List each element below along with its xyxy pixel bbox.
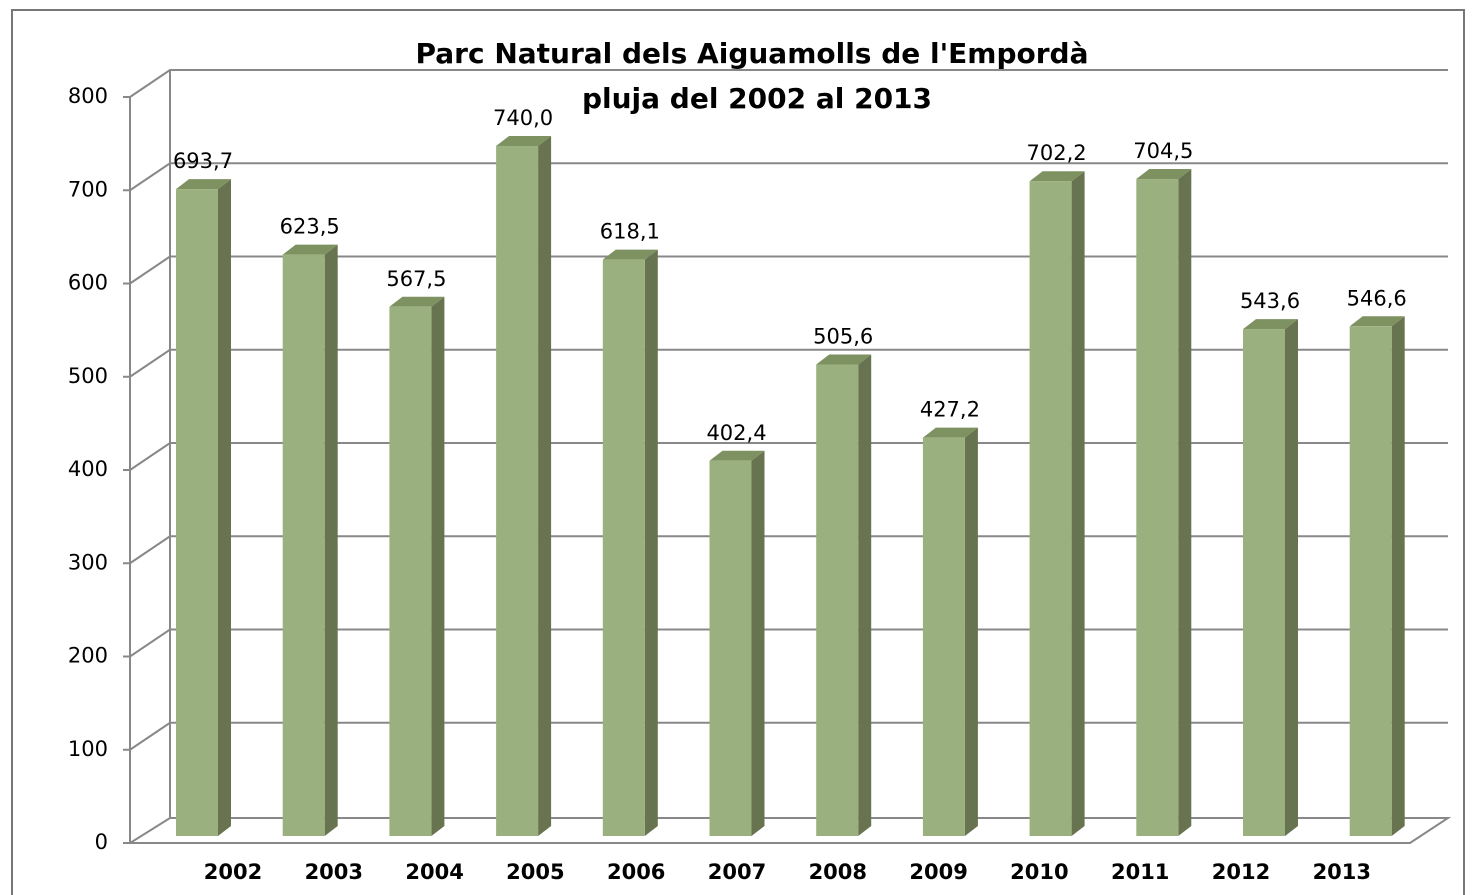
bar-side	[1391, 316, 1405, 836]
bar-top	[1243, 319, 1298, 330]
bar	[176, 179, 231, 836]
y-tick-label: 700	[68, 177, 108, 201]
y-tick-label: 200	[68, 644, 108, 668]
chart-title: Parc Natural dels Aiguamolls de l'Empord…	[416, 37, 1089, 70]
y-tick-label: 400	[68, 457, 108, 481]
bar-side	[858, 354, 872, 836]
bar-front	[602, 259, 645, 836]
x-tick-label: 2013	[1313, 860, 1371, 884]
y-tick-label: 600	[68, 271, 108, 295]
bar	[282, 244, 338, 836]
value-label: 740,0	[493, 106, 553, 130]
bar	[1349, 316, 1405, 836]
bar-front	[1349, 326, 1392, 836]
bar-front	[389, 306, 432, 836]
bar-side	[431, 296, 445, 836]
x-tick-label: 2006	[607, 860, 665, 884]
bar	[922, 427, 978, 836]
bar-side	[644, 249, 658, 836]
bar	[709, 450, 765, 836]
grid-line	[129, 721, 1448, 751]
bar-front	[176, 189, 218, 836]
y-tick-label: 300	[68, 550, 108, 574]
bar-top	[709, 450, 765, 461]
value-label: 543,6	[1240, 289, 1300, 313]
grid-line	[129, 162, 1448, 192]
bar	[1136, 169, 1192, 836]
grid-line	[129, 442, 1448, 471]
x-tick-label: 2002	[204, 860, 262, 884]
bar-top	[922, 427, 978, 438]
value-label: 505,6	[813, 325, 873, 349]
bar-top	[282, 244, 338, 255]
bar	[1243, 319, 1298, 836]
bar-side	[1071, 171, 1085, 837]
bar-front	[1029, 181, 1072, 837]
bar-top	[176, 179, 231, 190]
y-tick-label: 500	[68, 364, 108, 388]
value-label: 402,4	[706, 421, 766, 445]
value-label: 567,5	[386, 267, 446, 291]
bar-front	[1243, 329, 1285, 836]
x-tick-label: 2007	[708, 860, 766, 884]
bar-side	[1285, 319, 1298, 836]
x-tick-label: 2005	[506, 860, 564, 884]
bar-top	[389, 296, 445, 307]
bar-front	[922, 437, 965, 836]
bar-side	[324, 244, 338, 836]
bar-side	[1178, 169, 1192, 836]
bar-side	[964, 427, 978, 836]
grid-line	[129, 348, 1448, 378]
value-label: 702,2	[1027, 141, 1087, 165]
bar-top	[496, 135, 552, 146]
bar-top	[1029, 171, 1085, 182]
bar	[389, 296, 445, 836]
grid-line	[129, 628, 1448, 658]
y-tick-label: 800	[68, 84, 108, 108]
bar-top	[1349, 316, 1405, 327]
x-tick-label: 2009	[909, 860, 967, 884]
bar-front	[709, 460, 752, 836]
bar-top	[602, 249, 658, 260]
bar-front	[282, 254, 325, 836]
bar-front	[1136, 179, 1179, 836]
bar-front	[816, 364, 859, 836]
grid-line	[129, 69, 1448, 98]
bar-side	[538, 135, 552, 836]
chart-subtitle: pluja del 2002 al 2013	[582, 82, 932, 115]
x-tick-label: 2011	[1111, 860, 1169, 884]
value-label: 704,5	[1133, 139, 1193, 163]
grid-line	[129, 535, 1448, 565]
y-tick-label: 100	[68, 737, 108, 761]
x-tick-label: 2008	[809, 860, 867, 884]
floor	[126, 817, 1452, 844]
bar-top	[816, 354, 872, 365]
y-tick-label: 0	[95, 830, 108, 854]
x-tick-label: 2003	[305, 860, 363, 884]
grid-line	[129, 255, 1448, 285]
x-tick-label: 2004	[405, 860, 463, 884]
value-label: 623,5	[280, 215, 340, 239]
x-tick-label: 2010	[1010, 860, 1068, 884]
bar-front	[496, 145, 539, 836]
bar	[1029, 171, 1085, 837]
bar-side	[218, 179, 231, 836]
value-label: 546,6	[1347, 286, 1407, 310]
value-label: 693,7	[173, 149, 233, 173]
bar	[602, 249, 658, 836]
value-label: 618,1	[600, 220, 660, 244]
bar-top	[1136, 169, 1192, 180]
bar	[816, 354, 872, 836]
value-label: 427,2	[920, 398, 980, 422]
bar-side	[751, 450, 765, 836]
bar	[496, 135, 552, 836]
x-tick-label: 2012	[1212, 860, 1270, 884]
